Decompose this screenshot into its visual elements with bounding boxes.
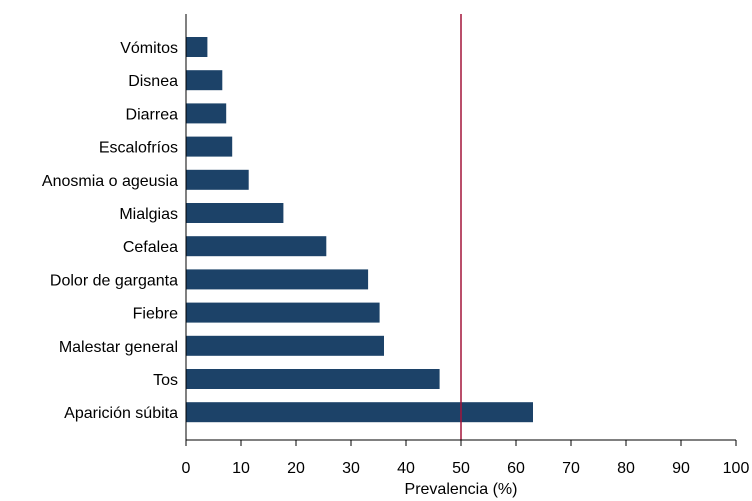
category-label: Fiebre — [133, 306, 178, 323]
x-axis-title: Prevalencia (%) — [405, 481, 518, 498]
category-label: Escalofríos — [99, 140, 178, 157]
x-tick-label: 30 — [342, 460, 360, 477]
category-label: Vómitos — [120, 40, 178, 57]
category-label: Malestar general — [59, 339, 178, 356]
category-label: Anosmia o ageusia — [42, 173, 178, 190]
category-labels: Vómitos Disnea Diarrea Escalofríos Anosmia o… — [42, 40, 178, 422]
bar-8 — [186, 269, 369, 290]
bars-group — [186, 37, 533, 423]
bar-9 — [186, 302, 380, 323]
x-tick-label: 0 — [182, 460, 191, 477]
bar-2 — [186, 70, 223, 91]
x-tick-label: 100 — [723, 460, 750, 477]
category-label: Mialgias — [119, 206, 178, 223]
category-label: Aparición súbita — [64, 405, 178, 422]
bar-12 — [186, 402, 533, 423]
bar-7 — [186, 236, 327, 257]
x-tick-label: 90 — [672, 460, 690, 477]
x-tick-label: 80 — [617, 460, 635, 477]
x-ticks-group: 0 10 20 30 40 50 60 70 80 90 100 — [182, 440, 750, 477]
bar-5 — [186, 169, 249, 190]
x-tick-label: 40 — [397, 460, 415, 477]
category-label: Diarrea — [126, 106, 179, 123]
bar-6 — [186, 203, 284, 223]
category-label: Tos — [153, 372, 178, 389]
x-tick-label: 20 — [287, 460, 305, 477]
bar-3 — [186, 103, 227, 124]
bar-10 — [186, 335, 384, 356]
x-tick-label: 10 — [232, 460, 250, 477]
category-label: Dolor de garganta — [50, 272, 178, 289]
bar-4 — [186, 136, 233, 157]
x-tick-label: 70 — [562, 460, 580, 477]
bar-1 — [186, 37, 208, 57]
bar-11 — [186, 369, 440, 389]
category-label: Disnea — [128, 73, 178, 90]
x-tick-label: 50 — [452, 460, 470, 477]
category-label: Cefalea — [123, 239, 178, 256]
x-tick-label: 60 — [507, 460, 525, 477]
